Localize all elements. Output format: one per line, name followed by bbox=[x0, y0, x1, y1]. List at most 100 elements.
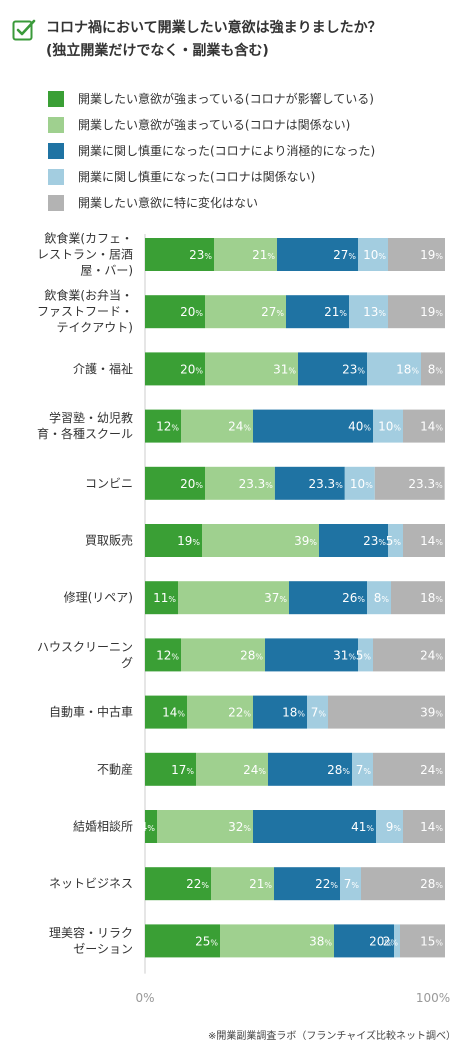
data-label: 24% bbox=[228, 420, 251, 434]
data-label: 39% bbox=[420, 706, 443, 720]
data-label-value: 20 bbox=[180, 305, 195, 319]
data-label-unit: % bbox=[393, 824, 401, 833]
data-label: 21% bbox=[249, 877, 272, 891]
bar-segment bbox=[403, 409, 445, 443]
data-label-unit: % bbox=[435, 252, 443, 261]
data-label-unit: % bbox=[276, 309, 284, 318]
bar-segment bbox=[352, 752, 373, 786]
category-label-line: ゼーション bbox=[73, 942, 133, 956]
data-label-value: 13 bbox=[363, 305, 378, 319]
data-label-unit: % bbox=[435, 309, 443, 318]
data-label-value: 28 bbox=[327, 763, 342, 777]
legend-label: 開業に関し慎重になった(コロナにより消極的になった) bbox=[78, 144, 376, 158]
data-label: 20% bbox=[180, 477, 203, 491]
data-label: 22% bbox=[186, 877, 209, 891]
bar-segment bbox=[145, 524, 202, 557]
bar-segment bbox=[145, 352, 205, 386]
data-label-value: 37 bbox=[264, 591, 279, 605]
data-label-value: 12 bbox=[156, 420, 171, 434]
data-label: 18% bbox=[282, 706, 305, 720]
data-label: 22% bbox=[228, 706, 251, 720]
bar-segment bbox=[358, 638, 373, 672]
data-label-value: 31 bbox=[333, 648, 348, 662]
category-label-line: ハウスクリーニン bbox=[37, 640, 133, 654]
category-label: 結婚相談所 bbox=[73, 819, 133, 834]
data-label-unit: % bbox=[342, 767, 350, 776]
bar-segment bbox=[145, 752, 196, 786]
bar-segment bbox=[388, 524, 403, 557]
data-label-unit: % bbox=[366, 824, 374, 833]
bar-segment bbox=[181, 638, 265, 672]
data-label-unit: % bbox=[357, 595, 365, 604]
bar-segment bbox=[253, 810, 376, 843]
legend-label: 開業したい意欲に特に変化はない bbox=[78, 196, 259, 210]
data-label-unit: % bbox=[435, 595, 443, 604]
data-label-unit: % bbox=[435, 767, 443, 776]
data-label-unit: % bbox=[186, 767, 194, 776]
data-label-value: 41 bbox=[351, 820, 366, 834]
data-label-unit: % bbox=[288, 366, 296, 375]
data-label: 18% bbox=[396, 362, 419, 376]
data-label-unit: % bbox=[297, 710, 305, 719]
legend-swatch bbox=[48, 143, 64, 159]
legend-label: 開業に関し慎重になった(コロナは関係ない) bbox=[78, 170, 316, 184]
data-label: 19% bbox=[177, 534, 200, 548]
chart-title: コロナ禍において開業したい意欲は強まりましたか？ bbox=[46, 20, 382, 36]
bar-segment bbox=[145, 867, 211, 901]
data-label: 26% bbox=[342, 591, 365, 605]
data-label: 23.3% bbox=[408, 477, 443, 491]
data-label: 23.3% bbox=[239, 477, 274, 491]
category-label-line: 理美容・リラク bbox=[49, 925, 133, 940]
data-label: 40% bbox=[348, 420, 371, 434]
category-label-line: 飲食業(カフェ・ bbox=[44, 231, 133, 246]
category-label-line: 屋・バー) bbox=[80, 264, 133, 278]
data-label-value: 22 bbox=[186, 877, 201, 891]
data-label-value: 21 bbox=[324, 305, 339, 319]
data-label-value: 20 bbox=[369, 934, 384, 948]
data-label-value: 21 bbox=[249, 877, 264, 891]
data-label: 21% bbox=[252, 248, 275, 262]
data-label: 15% bbox=[420, 934, 443, 948]
data-label-unit: % bbox=[171, 652, 179, 661]
data-label: 14% bbox=[420, 534, 443, 548]
bar-segment bbox=[421, 352, 445, 386]
data-label-unit: % bbox=[309, 538, 317, 547]
data-label: 7% bbox=[356, 763, 372, 777]
data-label-unit: % bbox=[255, 652, 263, 661]
category-label-line: ネットビジネス bbox=[49, 877, 133, 891]
x-tick-label: 0% bbox=[135, 991, 154, 1005]
data-label: 12% bbox=[156, 648, 179, 662]
data-label-value: 22 bbox=[228, 706, 243, 720]
data-label-value: 32 bbox=[228, 820, 243, 834]
data-label-unit: % bbox=[435, 538, 443, 547]
data-label-value: 8 bbox=[428, 362, 436, 376]
category-label: 買取販売 bbox=[85, 533, 133, 548]
category-label: ハウスクリーニング bbox=[37, 640, 133, 670]
bar-segment bbox=[214, 238, 277, 271]
data-label: 28% bbox=[327, 763, 350, 777]
data-label-value: 17 bbox=[171, 763, 186, 777]
data-label-value: 12 bbox=[156, 648, 171, 662]
bar-segment bbox=[403, 524, 445, 557]
data-label-value: 22 bbox=[315, 877, 330, 891]
data-label-value: 39 bbox=[294, 534, 309, 548]
bar-segment bbox=[277, 238, 358, 271]
data-label: 23% bbox=[363, 534, 386, 548]
category-label: 飲食業(カフェ・レストラン・居酒屋・バー) bbox=[37, 231, 133, 278]
bar-segment bbox=[298, 352, 367, 386]
data-label: 7% bbox=[311, 706, 327, 720]
bar-segment bbox=[373, 638, 445, 672]
data-label-unit: % bbox=[411, 366, 419, 375]
bar-segment bbox=[361, 867, 445, 901]
data-label: 8% bbox=[428, 362, 444, 376]
data-label: 21% bbox=[324, 305, 347, 319]
data-label: 28% bbox=[240, 648, 263, 662]
data-label-value: 10 bbox=[378, 420, 393, 434]
bar-segment bbox=[340, 867, 361, 901]
data-label: 7% bbox=[344, 877, 360, 891]
bar-segment bbox=[187, 695, 253, 729]
bar-segment bbox=[211, 867, 274, 901]
bar-segment bbox=[358, 238, 388, 271]
data-label: 12% bbox=[156, 420, 179, 434]
data-label-value: 38 bbox=[309, 934, 324, 948]
